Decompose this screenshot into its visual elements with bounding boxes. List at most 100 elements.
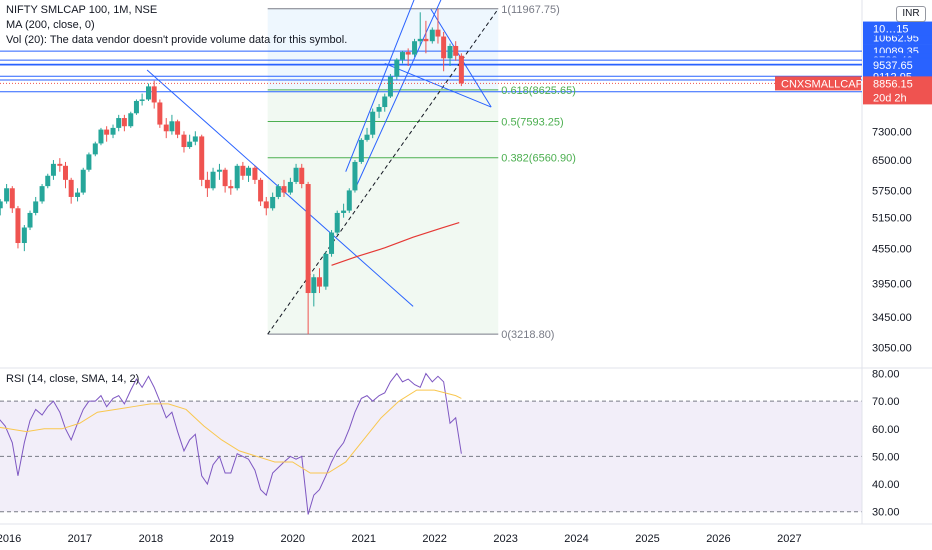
candle-59 [341,203,347,218]
candle-47 [270,192,276,211]
candle-body [92,143,98,155]
candle-body [441,36,447,59]
candle-body [146,86,152,100]
candle-body [216,169,222,172]
candle-body [104,129,110,135]
candle-body [370,111,376,135]
candle-29 [163,118,169,139]
candle-body [116,118,122,128]
candle-body [447,45,453,59]
candle-12 [62,161,68,189]
candle-13 [68,177,74,204]
candle-body [204,179,210,189]
price-tick-6: 6500.00 [872,155,912,167]
candle-body [86,154,92,170]
price-tick-3: 4550.00 [872,243,912,255]
candle-53 [305,181,311,335]
last-price-countdown: 20d 2h [873,92,907,104]
time-tick-2025: 2025 [635,533,659,545]
candle-49 [281,179,287,197]
candle-body [169,121,175,132]
candle-body [281,186,287,193]
candle-body [382,96,388,108]
candle-body [263,201,269,209]
candle-body [68,179,74,197]
time-tick-2023: 2023 [493,533,517,545]
candle-body [341,210,347,213]
candle-28 [157,99,163,128]
candle-body [187,141,193,148]
candle-9 [45,173,51,189]
currency-badge[interactable]: INR [896,6,926,22]
candle-body [387,76,393,97]
candle-body [234,165,240,189]
time-tick-2026: 2026 [706,533,730,545]
candle-body [163,124,169,132]
volume-legend[interactable]: Vol (20): The data vendor doesn't provid… [6,34,348,46]
candle-body [329,232,335,254]
candle-body [270,196,276,209]
rsi-tick-0: 80.00 [872,369,900,381]
candle-body [151,86,157,103]
candle-body [192,136,198,142]
candle-3 [9,186,15,213]
candle-body [15,208,21,244]
candle-body [21,227,27,244]
candle-body [9,188,15,209]
candle-body [210,171,216,189]
candle-70 [405,48,411,67]
price-line-label-7: 10…15 [873,24,908,36]
candle-body [346,190,352,211]
candle-body [394,59,400,77]
candle-body [258,179,264,202]
time-tick-2018: 2018 [139,533,163,545]
candle-19 [104,126,110,142]
candle-72 [417,12,423,46]
candle-20 [110,124,116,139]
rsi-tick-2: 60.00 [872,424,900,436]
price-line-label-3: 9537.65 [873,60,913,72]
candle-body [75,192,81,197]
rsi-tick-3: 50.00 [872,451,900,463]
trendline-4 [384,62,492,108]
time-tick-2024: 2024 [564,533,588,545]
candle-body [157,102,163,125]
candle-body [222,169,228,187]
candle-34 [192,131,198,146]
candle-body [175,121,181,135]
candle-69 [399,50,405,64]
candle-45 [258,177,264,206]
candle-body [458,55,464,84]
candle-body [181,134,187,148]
candle-6 [27,210,33,231]
candle-body [435,29,441,37]
candle-63 [364,127,370,142]
candle-body [334,212,340,233]
candle-body [50,163,56,176]
fib-label-1: 0.618(8625.65) [501,85,576,97]
candle-44 [252,165,258,185]
candle-46 [263,196,269,216]
symbol-legend[interactable]: NIFTY SMLCAP 100, 1M, NSE [6,4,158,16]
candle-71 [412,38,418,58]
time-tick-2017: 2017 [68,533,92,545]
candle-body [429,29,435,42]
price-tick-5: 5750.00 [872,185,912,197]
candle-body [121,118,127,127]
price-tick-7: 7300.00 [872,126,912,138]
candle-body [45,175,51,187]
candle-60 [346,188,352,213]
time-tick-2027: 2027 [777,533,801,545]
candle-body [80,169,86,193]
candle-31 [175,119,181,139]
price-line-label-bg-7 [863,21,932,36]
candle-41 [234,163,240,191]
candle-body [423,38,429,42]
time-tick-2016: 2016 [0,533,21,545]
ma-legend[interactable]: MA (200, close, 0) [6,19,95,31]
rsi-legend[interactable]: RSI (14, close, SMA, 14, 2) [6,373,140,385]
symbol-tag-bg [775,76,861,91]
candle-36 [204,171,210,197]
candle-62 [358,138,364,164]
